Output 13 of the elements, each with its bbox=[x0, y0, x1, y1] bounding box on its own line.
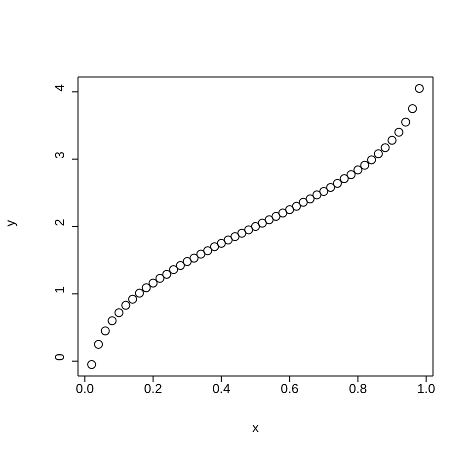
x-tick-label: 1.0 bbox=[417, 381, 436, 396]
y-tick-label: 1 bbox=[52, 286, 67, 294]
y-tick-label: 2 bbox=[52, 218, 67, 226]
x-tick-label: 0.6 bbox=[280, 381, 299, 396]
x-axis-title: x bbox=[252, 420, 260, 435]
y-tick-label: 0 bbox=[52, 354, 67, 361]
y-axis-title: y bbox=[2, 220, 18, 226]
y-tick-label: 3 bbox=[52, 152, 67, 159]
x-tick-label: 0.2 bbox=[144, 381, 162, 396]
y-tick-label: 4 bbox=[52, 84, 67, 92]
x-tick-label: 0.4 bbox=[212, 381, 230, 396]
x-tick-label: 0.8 bbox=[348, 381, 367, 396]
x-tick-label: 0.0 bbox=[76, 381, 94, 396]
